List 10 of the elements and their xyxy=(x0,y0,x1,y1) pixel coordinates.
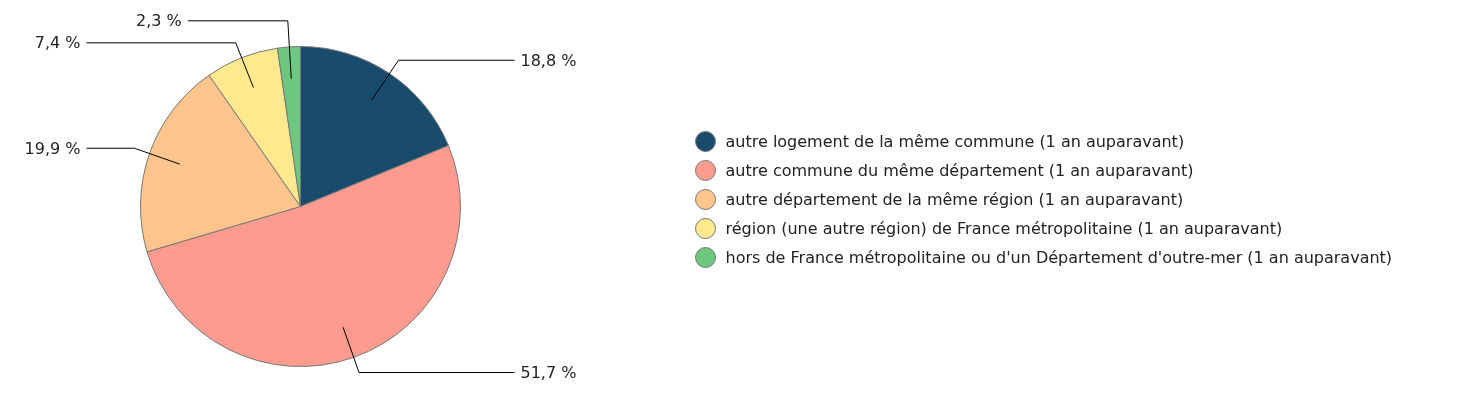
legend-label: autre logement de la même commune (1 an auparavant) xyxy=(725,132,1185,151)
data-label: 2,3 % xyxy=(136,11,182,31)
legend-label: hors de France métropolitaine ou d'un Département d'outre-mer (1 an auparavant) xyxy=(725,248,1393,267)
data-label: 18,8 % xyxy=(520,50,577,70)
data-label: 19,9 % xyxy=(24,138,81,158)
data-label: 7,4 % xyxy=(34,33,81,53)
legend-label: autre département de la même région (1 an auparavant) xyxy=(725,190,1184,209)
legend-label: autre commune du même département (1 an auparavant) xyxy=(725,161,1194,180)
data-label: 51,7 % xyxy=(520,362,577,382)
legend-label: région (une autre région) de France métropolitaine (1 an auparavant) xyxy=(725,219,1283,238)
